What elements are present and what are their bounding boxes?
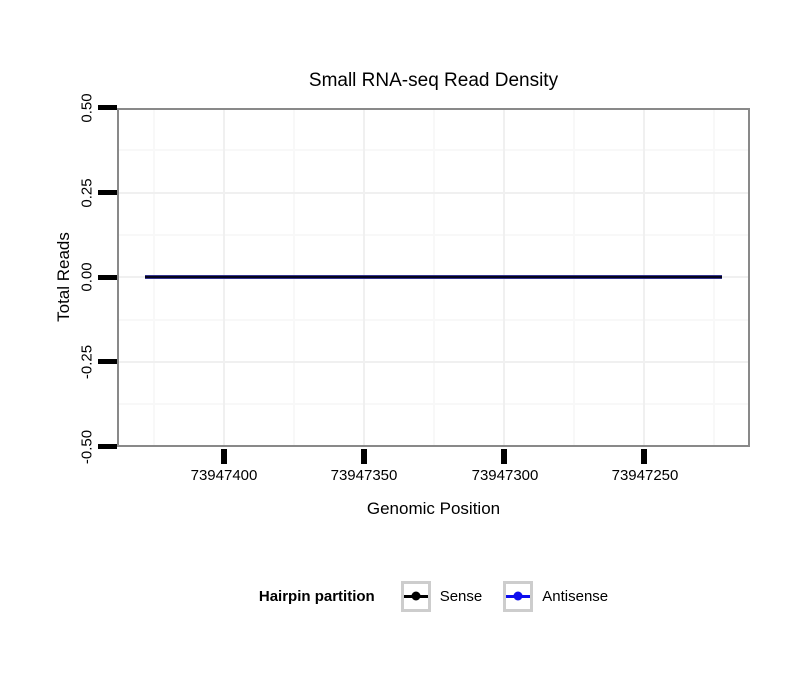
legend-item-sense: Sense	[400, 580, 483, 612]
x-axis-tick	[501, 449, 507, 464]
gridline-major-horizontal	[119, 192, 748, 194]
x-tick-label: 73947300	[471, 467, 539, 484]
y-tick-label: -0.25	[78, 344, 96, 380]
y-axis-title: Total Reads	[54, 232, 73, 322]
antisense-point-swatch-icon	[513, 591, 523, 601]
legend: Hairpin partition Sense Antisense	[117, 577, 750, 615]
y-axis-tick	[98, 444, 117, 449]
legend-label-sense: Sense	[439, 587, 483, 605]
x-axis-tick	[221, 449, 227, 464]
y-tick-label: 0.50	[78, 93, 96, 123]
x-tick-label: 73947250	[611, 467, 679, 484]
chart-title: Small RNA-seq Read Density	[308, 70, 559, 91]
x-tick-label: 73947400	[190, 467, 258, 484]
legend-key-antisense	[503, 580, 534, 612]
y-axis-tick	[98, 190, 117, 195]
x-tick-label: 73947350	[330, 467, 398, 484]
gridline-major-horizontal	[119, 361, 748, 363]
y-axis-tick	[98, 359, 117, 364]
x-axis-title: Genomic Position	[366, 499, 501, 518]
gridline-minor-horizontal	[119, 319, 748, 321]
x-axis-tick	[361, 449, 367, 464]
legend-item-antisense: Antisense	[503, 580, 609, 612]
y-axis-tick	[98, 275, 117, 280]
x-axis-tick	[641, 449, 647, 464]
sense-point-swatch-icon	[411, 591, 421, 601]
series-line-sense-antisense-overlap	[145, 275, 722, 279]
y-tick-label: -0.50	[78, 429, 96, 465]
legend-title: Hairpin partition	[258, 587, 375, 605]
gridline-minor-horizontal	[119, 149, 748, 151]
gridline-minor-horizontal	[119, 234, 748, 236]
legend-key-sense	[400, 580, 431, 612]
y-axis-tick	[98, 105, 117, 110]
y-tick-label: 0.00	[78, 262, 96, 292]
plot-panel	[117, 108, 750, 447]
gridline-minor-horizontal	[119, 403, 748, 405]
y-tick-label: 0.25	[78, 178, 96, 208]
legend-label-antisense: Antisense	[542, 587, 609, 605]
